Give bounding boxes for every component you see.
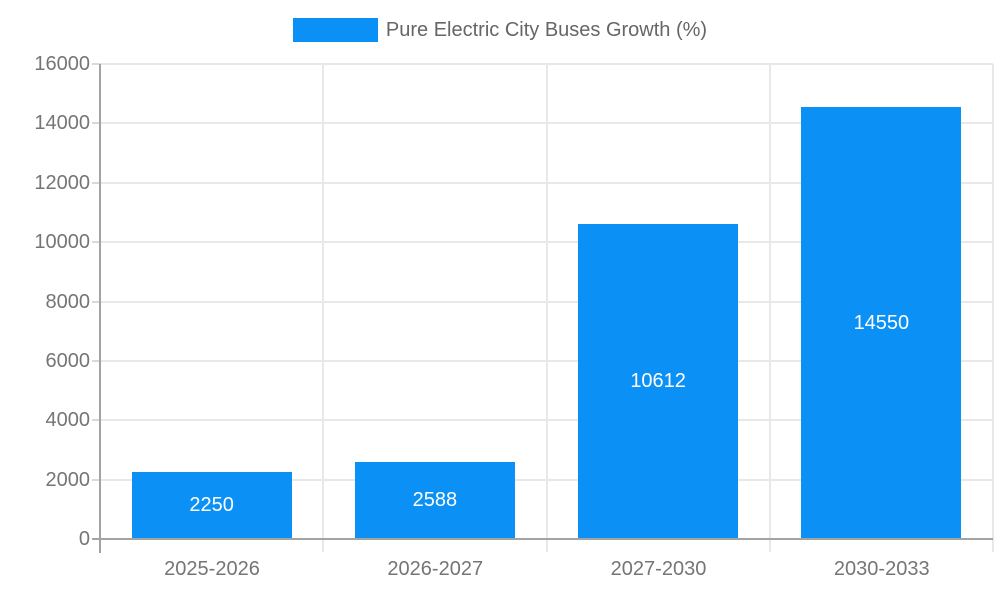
y-tick bbox=[92, 181, 100, 184]
x-axis-tick-label: 2027-2030 bbox=[610, 558, 707, 580]
y-axis-tick-label: 10000 bbox=[34, 231, 90, 254]
y-tick bbox=[92, 419, 100, 422]
y-axis-tick-label: 6000 bbox=[45, 349, 91, 372]
y-tick bbox=[92, 122, 100, 125]
legend-swatch bbox=[292, 18, 378, 42]
y-axis-tick-label: 0 bbox=[78, 528, 90, 550]
bar-2030-2033[interactable]: 14550 bbox=[801, 107, 962, 539]
y-tick bbox=[92, 241, 100, 244]
y-tick bbox=[92, 300, 100, 303]
y-axis-tick-label: 16000 bbox=[34, 53, 90, 75]
bar-value-label: 14550 bbox=[853, 311, 910, 334]
y-axis-tick-label: 2000 bbox=[45, 468, 91, 491]
v-gridline bbox=[322, 64, 325, 552]
y-axis-tick-label: 8000 bbox=[45, 290, 91, 313]
bar-2027-2030[interactable]: 10612 bbox=[578, 223, 739, 539]
chart-legend[interactable]: Pure Electric City Buses Growth (%) bbox=[0, 18, 1000, 42]
y-tick bbox=[92, 478, 100, 481]
y-axis-tick-label: 12000 bbox=[34, 171, 90, 194]
x-axis-tick-label: 2025-2026 bbox=[164, 558, 260, 580]
plot-area: 2250 2588 10612 14550 bbox=[100, 63, 994, 552]
y-axis-line bbox=[99, 64, 101, 553]
bar-2026-2027[interactable]: 2588 bbox=[354, 462, 515, 539]
bar-2025-2026[interactable]: 2250 bbox=[131, 472, 292, 539]
v-gridline bbox=[992, 64, 994, 552]
v-gridline bbox=[545, 64, 548, 552]
bar-value-label: 2250 bbox=[189, 494, 234, 517]
y-tick bbox=[92, 63, 100, 65]
v-gridline bbox=[768, 64, 771, 552]
y-axis-tick-label: 14000 bbox=[34, 112, 90, 135]
y-tick bbox=[92, 359, 100, 362]
y-axis-tick-label: 4000 bbox=[45, 409, 91, 432]
bar-value-label: 2588 bbox=[412, 489, 458, 512]
x-axis-line bbox=[92, 538, 993, 540]
x-axis-tick-label: 2026-2027 bbox=[387, 558, 484, 580]
bar-value-label: 10612 bbox=[630, 369, 686, 392]
legend-label: Pure Electric City Buses Growth (%) bbox=[385, 18, 708, 41]
x-axis-tick-label: 2030-2033 bbox=[833, 558, 930, 580]
